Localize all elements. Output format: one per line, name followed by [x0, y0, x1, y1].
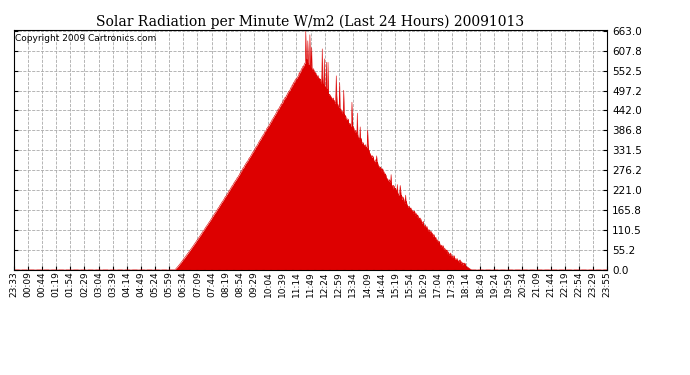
Title: Solar Radiation per Minute W/m2 (Last 24 Hours) 20091013: Solar Radiation per Minute W/m2 (Last 24…	[97, 15, 524, 29]
Text: Copyright 2009 Cartronics.com: Copyright 2009 Cartronics.com	[15, 34, 156, 43]
